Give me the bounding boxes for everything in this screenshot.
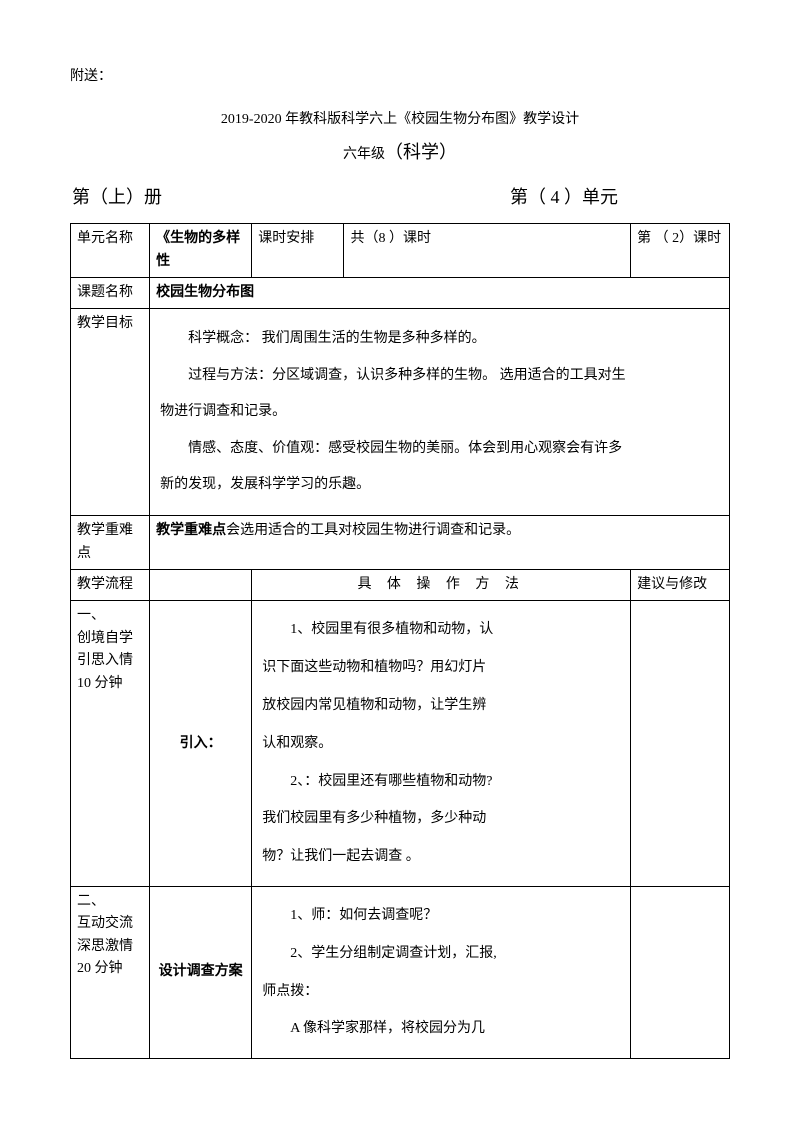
goal-line: 过程与方法：分区域调查，认识多种多样的生物。 选用适合的工具对生	[160, 358, 719, 394]
step1-suggest	[631, 601, 730, 887]
table-row: 课题名称 校园生物分布图	[71, 277, 730, 308]
step2-action: 设计调查方案	[150, 887, 252, 1059]
goal-line: 情感、态度、价值观：感受校园生物的美丽。体会到用心观察会有许多	[160, 431, 719, 467]
doc-title: 2019-2020 年教科版科学六上《校园生物分布图》教学设计	[70, 106, 730, 134]
keypoint-prefix: 教学重难点	[156, 523, 226, 538]
goal-label: 教学目标	[71, 309, 150, 516]
step2-method: 1、师：如何去调查呢？ 2、学生分组制定调查计划，汇报, 师点拨： A 像科学家…	[252, 887, 631, 1059]
book-volume-text: 第（上）册	[72, 187, 162, 207]
method-line: 放校园内常见植物和动物，让学生辨	[262, 687, 620, 725]
step-line: 引思入情	[77, 653, 133, 668]
step2-label: 二、 互动交流 深思激情 20 分钟	[71, 887, 150, 1059]
table-row: 教学重难点 教学重难点会选用适合的工具对校园生物进行调查和记录。	[71, 516, 730, 570]
book-volume: 第（上）册	[72, 178, 345, 218]
table-row: 二、 互动交流 深思激情 20 分钟 设计调查方案 1、师：如何去调查呢？ 2、…	[71, 887, 730, 1059]
topic-value: 校园生物分布图	[150, 277, 730, 308]
flow-empty	[150, 570, 252, 601]
table-row: 教学目标 科学概念： 我们周围生活的生物是多种多样的。 过程与方法：分区域调查，…	[71, 309, 730, 516]
period-label: 课时安排	[252, 224, 344, 278]
unit-name-label: 单元名称	[71, 224, 150, 278]
keypoint-cell: 教学重难点会选用适合的工具对校园生物进行调查和记录。	[150, 516, 730, 570]
topic-label: 课题名称	[71, 277, 150, 308]
goal-line: 物进行调查和记录。	[160, 394, 719, 430]
page: 附送： 2019-2020 年教科版科学六上《校园生物分布图》教学设计 六年级（…	[0, 0, 800, 1099]
method-content: 1、师：如何去调查呢？ 2、学生分组制定调查计划，汇报, 师点拨： A 像科学家…	[258, 891, 624, 1054]
method-line: 2、学生分组制定调查计划，汇报,	[262, 935, 620, 973]
unit-name-value: 《生物的多样性	[150, 224, 252, 278]
method-line: 2、：校园里还有哪些植物和动物?	[262, 763, 620, 801]
table-row: 一、 创境自学 引思入情 10 分钟 引入： 1、校园里有很多植物和动物，认 识…	[71, 601, 730, 887]
period-current: 第 （ 2）课时	[631, 224, 730, 278]
method-line: 识下面这些动物和植物吗？用幻灯片	[262, 649, 620, 687]
step-time: 20 分钟	[77, 961, 123, 976]
method-line: 认和观察。	[262, 725, 620, 763]
method-line: 物？让我们一起去调查 。	[262, 838, 620, 876]
unit-number: 第（ 4 ）单元	[345, 178, 728, 218]
goal-content: 科学概念： 我们周围生活的生物是多种多样的。 过程与方法：分区域调查，认识多种多…	[156, 313, 723, 511]
step-line: 深思激情	[77, 939, 133, 954]
grade-prefix: 六年级	[343, 147, 385, 162]
step-num: 二、	[77, 894, 105, 909]
table-row: 教学流程 具 体 操 作 方 法 建议与修改	[71, 570, 730, 601]
grade-subject: （科学）	[385, 142, 457, 162]
keypoint-label: 教学重难点	[71, 516, 150, 570]
grade-line: 六年级（科学）	[70, 134, 730, 170]
step1-label: 一、 创境自学 引思入情 10 分钟	[71, 601, 150, 887]
lesson-table: 单元名称 《生物的多样性 课时安排 共（8 ）课时 第 （ 2）课时 课题名称 …	[70, 223, 730, 1059]
goal-line: 科学概念： 我们周围生活的生物是多种多样的。	[160, 321, 719, 357]
unit-number-text: 第（ 4 ）单元	[510, 187, 618, 207]
period-total: 共（8 ）课时	[344, 224, 631, 278]
table-row: 单元名称 《生物的多样性 课时安排 共（8 ）课时 第 （ 2）课时	[71, 224, 730, 278]
method-line: 1、校园里有很多植物和动物，认	[262, 611, 620, 649]
step-line: 互动交流	[77, 916, 133, 931]
step-num: 一、	[77, 608, 105, 623]
flow-label: 教学流程	[71, 570, 150, 601]
method-content: 1、校园里有很多植物和动物，认 识下面这些动物和植物吗？用幻灯片 放校园内常见植…	[258, 605, 624, 882]
book-unit-row: 第（上）册 第（ 4 ）单元	[70, 178, 730, 218]
step-time: 10 分钟	[77, 676, 123, 691]
method-line: A 像科学家那样，将校园分为几	[262, 1010, 620, 1048]
method-line: 1、师：如何去调查呢？	[262, 897, 620, 935]
step-line: 创境自学	[77, 631, 133, 646]
step1-action: 引入：	[150, 601, 252, 887]
method-line: 师点拨：	[262, 973, 620, 1011]
step1-method: 1、校园里有很多植物和动物，认 识下面这些动物和植物吗？用幻灯片 放校园内常见植…	[252, 601, 631, 887]
goal-cell: 科学概念： 我们周围生活的生物是多种多样的。 过程与方法：分区域调查，认识多种多…	[150, 309, 730, 516]
suggest-header: 建议与修改	[631, 570, 730, 601]
keypoint-text: 会选用适合的工具对校园生物进行调查和记录。	[226, 523, 520, 538]
step2-suggest	[631, 887, 730, 1059]
method-header: 具 体 操 作 方 法	[252, 570, 631, 601]
attachment-label: 附送：	[70, 60, 730, 94]
method-line: 我们校园里有多少种植物，多少种动	[262, 800, 620, 838]
goal-line: 新的发现，发展科学学习的乐趣。	[160, 467, 719, 503]
